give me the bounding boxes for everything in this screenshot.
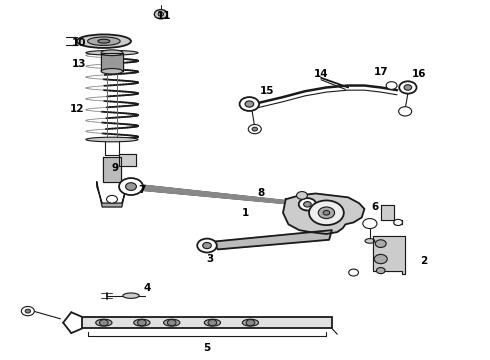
Text: 7: 7 — [138, 185, 146, 195]
Circle shape — [304, 202, 311, 207]
Ellipse shape — [77, 35, 131, 48]
Ellipse shape — [101, 68, 123, 74]
Text: 15: 15 — [260, 86, 274, 96]
Ellipse shape — [242, 319, 259, 326]
Circle shape — [119, 178, 143, 195]
Polygon shape — [381, 205, 402, 224]
Polygon shape — [213, 230, 332, 249]
Polygon shape — [130, 184, 308, 206]
Polygon shape — [283, 193, 365, 234]
Ellipse shape — [204, 319, 220, 326]
Polygon shape — [101, 53, 123, 71]
Circle shape — [404, 85, 412, 90]
Circle shape — [245, 101, 254, 107]
Polygon shape — [103, 157, 121, 182]
Circle shape — [158, 12, 164, 16]
Circle shape — [106, 195, 118, 203]
Text: 5: 5 — [203, 343, 211, 353]
Text: 13: 13 — [72, 59, 87, 69]
Text: 4: 4 — [144, 283, 151, 293]
Polygon shape — [97, 182, 127, 207]
Circle shape — [374, 255, 387, 264]
Ellipse shape — [101, 50, 123, 56]
Circle shape — [168, 320, 176, 326]
Circle shape — [246, 320, 255, 326]
Polygon shape — [372, 236, 405, 274]
Circle shape — [25, 309, 30, 313]
Text: 10: 10 — [72, 38, 87, 48]
Circle shape — [252, 127, 257, 131]
Circle shape — [363, 219, 377, 229]
Text: 3: 3 — [206, 254, 213, 264]
Ellipse shape — [88, 37, 120, 45]
Circle shape — [386, 82, 397, 89]
Ellipse shape — [123, 293, 139, 298]
Circle shape — [99, 320, 108, 326]
Circle shape — [349, 269, 359, 276]
Circle shape — [197, 239, 217, 252]
Circle shape — [399, 107, 412, 116]
Circle shape — [318, 207, 335, 219]
Circle shape — [323, 211, 330, 215]
Text: 11: 11 — [156, 11, 171, 21]
Ellipse shape — [164, 319, 180, 326]
Circle shape — [22, 306, 34, 316]
Circle shape — [399, 81, 416, 94]
Text: 1: 1 — [242, 208, 248, 218]
Circle shape — [394, 219, 402, 225]
Text: 6: 6 — [372, 202, 379, 212]
Text: 12: 12 — [70, 104, 84, 114]
Circle shape — [299, 198, 316, 211]
Ellipse shape — [134, 319, 150, 326]
Circle shape — [203, 243, 211, 249]
Circle shape — [154, 10, 168, 19]
Circle shape — [296, 192, 307, 199]
Ellipse shape — [86, 137, 138, 142]
Circle shape — [248, 125, 261, 134]
Ellipse shape — [365, 239, 375, 243]
Circle shape — [309, 201, 344, 225]
Circle shape — [376, 267, 385, 274]
Circle shape — [138, 320, 146, 326]
Circle shape — [208, 320, 217, 326]
Text: 2: 2 — [420, 256, 428, 266]
Text: 14: 14 — [314, 69, 328, 79]
Text: 9: 9 — [111, 163, 118, 174]
Circle shape — [375, 240, 386, 247]
Circle shape — [125, 183, 136, 190]
Text: 17: 17 — [373, 67, 388, 77]
Ellipse shape — [96, 319, 112, 326]
Ellipse shape — [86, 50, 138, 55]
Bar — [82, 317, 332, 328]
Circle shape — [240, 97, 259, 111]
Ellipse shape — [98, 39, 110, 43]
Text: 16: 16 — [412, 69, 426, 79]
Text: 8: 8 — [258, 189, 265, 198]
Polygon shape — [119, 154, 136, 166]
